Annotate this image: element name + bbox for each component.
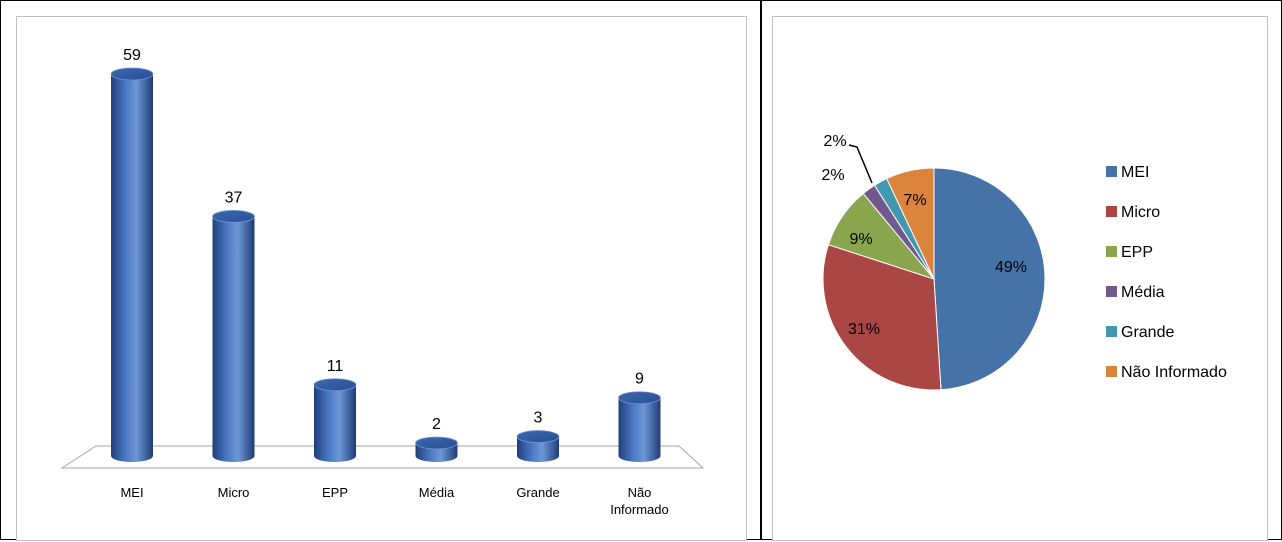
legend-label: Micro (1121, 204, 1160, 221)
pie-data-label: 2% (823, 133, 846, 150)
bar (212, 210, 255, 463)
x-tick-label: Não (628, 485, 652, 500)
bar (516, 430, 560, 462)
pie-leader-line (848, 144, 873, 184)
bar-data-label: 59 (123, 47, 141, 64)
legend-swatch (1106, 206, 1117, 217)
x-tick-label: Grande (516, 485, 559, 500)
legend-swatch (1106, 166, 1117, 177)
bar (313, 378, 357, 462)
bar (618, 391, 661, 463)
x-tick-label: Informado (610, 502, 669, 517)
legend-swatch (1106, 366, 1117, 377)
legend-item: Grande (1106, 324, 1174, 341)
bar (415, 436, 458, 463)
legend-label: Grande (1121, 324, 1174, 341)
x-tick-label: Média (419, 485, 455, 500)
pie-slice (822, 244, 942, 391)
pie-chart-frame: 49% 31% 9% 2% 2% 7% MEI Micro EPP Média Grande Não… (772, 16, 1268, 541)
legend-item: Média (1106, 284, 1165, 301)
pie-slice (933, 167, 1046, 391)
x-tick-label: EPP (322, 485, 348, 500)
legend-item: EPP (1106, 244, 1153, 261)
bar-data-label: 3 (534, 410, 543, 427)
legend-swatch (1106, 246, 1117, 257)
pie-data-label: 7% (903, 192, 926, 209)
pie-data-label: 31% (848, 321, 880, 338)
bar-chart-floor (60, 445, 705, 469)
pie-chart: 49% 31% 9% 2% 2% 7% MEI Micro EPP Média Grande Não… (821, 133, 1227, 391)
bar-data-label: 2 (432, 416, 441, 433)
bar-data-label: 37 (225, 189, 243, 206)
legend-item: Não Informado (1106, 364, 1227, 381)
legend-swatch (1106, 286, 1117, 297)
x-tick-label: MEI (120, 485, 143, 500)
legend-label: Não Informado (1121, 364, 1227, 381)
right-table-cell: 49% 31% 9% 2% 2% 7% MEI Micro EPP Média Grande Não… (761, 0, 1282, 541)
legend-swatch (1106, 326, 1117, 337)
x-tick-label: Micro (218, 485, 250, 500)
legend-label: Média (1121, 284, 1165, 301)
legend-item: MEI (1106, 164, 1149, 181)
bar-data-label: 11 (327, 358, 344, 375)
pie-data-label: 9% (849, 231, 872, 248)
bar (110, 67, 154, 462)
left-table-cell: 59 MEI 37 Micro 11 EPP 2 Média 3 Grande 9 Não Inform… (0, 0, 761, 541)
legend-label: MEI (1121, 164, 1149, 181)
bar-chart-frame: 59 MEI 37 Micro 11 EPP 2 Média 3 Grande 9 Não Inform… (16, 16, 747, 541)
legend-label: EPP (1121, 244, 1153, 261)
pie-slice (886, 167, 935, 280)
pie-data-label: 2% (821, 167, 844, 184)
bar-data-label: 9 (635, 371, 644, 388)
pie-data-label: 49% (995, 259, 1027, 276)
legend-item: Micro (1106, 204, 1160, 221)
bar-chart: 59 MEI 37 Micro 11 EPP 2 Média 3 Grande 9 Não Inform… (60, 47, 705, 517)
